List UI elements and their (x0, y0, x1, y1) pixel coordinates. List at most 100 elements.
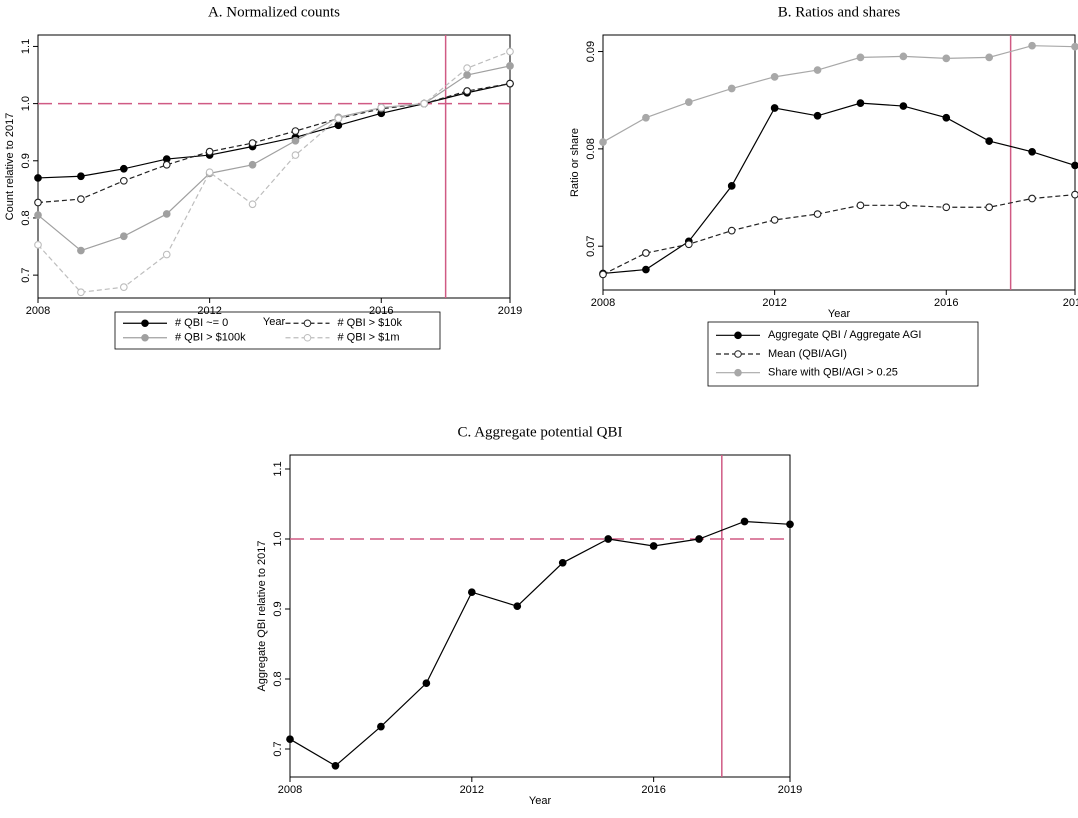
data-point (1071, 42, 1078, 51)
data-point (604, 535, 613, 543)
data-point (985, 53, 994, 62)
data-point (786, 520, 794, 529)
x-tick-label: 2016 (369, 305, 393, 317)
legend-marker (141, 333, 149, 342)
data-point (813, 210, 822, 218)
y-tick-label: 0.07 (585, 235, 597, 256)
x-tick-label: 2012 (197, 305, 221, 317)
data-point (506, 62, 514, 70)
chart-title: B. Ratios and shares (778, 4, 901, 20)
data-point (727, 182, 736, 190)
y-tick-label: 1.0 (272, 531, 284, 546)
data-point (119, 283, 128, 291)
y-tick-label: 0.7 (20, 267, 32, 282)
data-point (899, 201, 908, 210)
series-line (37, 65, 511, 252)
series-line (37, 83, 511, 204)
data-point (205, 147, 214, 156)
y-axis-label: Count relative to 2017 (4, 113, 16, 221)
legend-label: Aggregate QBI / Aggregate AGI (768, 329, 922, 341)
legend-label: # QBI > $10k (338, 317, 403, 329)
data-point (291, 127, 300, 135)
x-axis-label: Year (263, 316, 286, 328)
data-point (34, 211, 42, 219)
data-point (162, 160, 171, 169)
x-axis-label: Year (828, 308, 851, 320)
data-point (422, 679, 431, 688)
data-point (248, 200, 257, 209)
data-point (985, 203, 994, 212)
data-point (856, 201, 865, 210)
x-tick-label: 2019 (778, 784, 802, 796)
data-point (813, 66, 822, 74)
data-point (334, 121, 343, 130)
x-tick-label: 2008 (278, 784, 302, 796)
y-tick-label: 1.1 (20, 39, 32, 54)
data-point (1028, 147, 1036, 156)
data-point (463, 64, 471, 73)
data-point (34, 174, 42, 182)
y-tick-label: 0.9 (272, 601, 284, 616)
data-point (377, 722, 385, 731)
legend-label: # QBI ~= 0 (175, 317, 228, 329)
legend-marker (734, 368, 742, 377)
data-point (642, 113, 650, 122)
data-point (942, 113, 951, 122)
legend-marker (734, 331, 742, 340)
data-point (942, 203, 951, 212)
y-tick-label: 0.9 (20, 153, 32, 168)
data-point (813, 111, 822, 120)
data-point (331, 761, 340, 770)
data-point (77, 172, 85, 181)
data-point (856, 99, 865, 107)
data-point (467, 588, 476, 597)
x-tick-label: 2012 (460, 784, 484, 796)
data-point (291, 151, 300, 159)
data-point (506, 47, 514, 56)
data-point (599, 270, 607, 279)
x-tick-label: 2012 (762, 297, 786, 309)
data-point (248, 160, 257, 169)
legend-marker (734, 350, 742, 358)
data-point (377, 103, 386, 112)
legend-box (707, 321, 979, 387)
data-point (642, 249, 650, 257)
x-tick-label: 2008 (26, 305, 50, 317)
plot-frame (37, 34, 511, 299)
y-tick-label: 0.09 (585, 41, 597, 62)
legend-marker (303, 333, 312, 342)
legend-label: Share with QBI/AGI > 0.25 (768, 367, 898, 379)
data-point (899, 102, 908, 110)
data-point (770, 104, 779, 112)
data-point (291, 136, 300, 145)
data-point (1028, 41, 1036, 50)
data-point (684, 240, 693, 249)
data-point (558, 558, 567, 567)
data-point (985, 137, 994, 145)
chart-title: C. Aggregate potential QBI (458, 424, 623, 440)
legend-label: # QBI > $100k (175, 332, 246, 344)
y-tick-label: 0.8 (20, 210, 32, 225)
data-point (599, 138, 607, 146)
data-point (684, 98, 693, 107)
series-line (602, 45, 1076, 143)
data-point (205, 168, 214, 177)
series-line (602, 194, 1076, 275)
data-point (162, 250, 171, 259)
y-tick-label: 0.7 (272, 741, 284, 756)
data-point (77, 246, 85, 255)
x-axis-label: Year (529, 795, 552, 807)
data-point (77, 288, 85, 297)
data-point (740, 517, 749, 526)
data-point (856, 53, 865, 62)
plot-frame (289, 454, 791, 778)
data-point (770, 73, 779, 81)
y-tick-label: 1.1 (272, 461, 284, 476)
data-point (248, 139, 257, 147)
data-point (463, 87, 471, 95)
series-line (37, 83, 511, 179)
data-point (770, 216, 779, 224)
x-tick-label: 2019 (1063, 297, 1078, 309)
